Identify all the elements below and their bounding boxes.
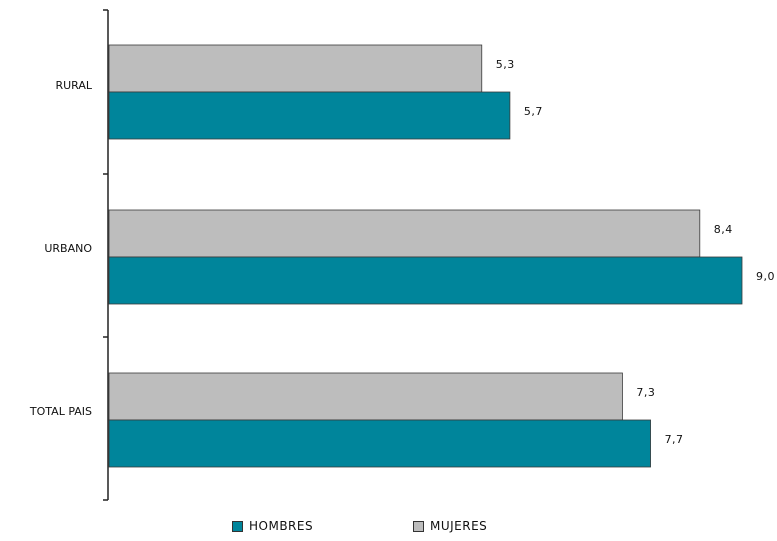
bar-mujeres (108, 209, 701, 258)
bar-hombres (108, 419, 651, 468)
value-label: 9,0 (756, 270, 775, 283)
bar-hombres (108, 91, 511, 140)
value-label: 5,3 (496, 58, 515, 71)
legend: HOMBRES MUJERES (0, 519, 777, 539)
legend-item-hombres: HOMBRES (232, 519, 313, 533)
legend-label-hombres: HOMBRES (249, 519, 314, 533)
bar-chart: RURAL 5,3 5,7 URBANO 8,4 9,0 TOTAL PAIS 7,3 7,7 (29, 9, 775, 501)
value-label: 7,7 (665, 433, 684, 446)
bar-mujeres (108, 372, 623, 421)
category-label: TOTAL PAIS (29, 405, 92, 418)
category-label: RURAL (55, 79, 92, 92)
value-label: 7,3 (636, 386, 655, 399)
legend-label-mujeres: MUJERES (430, 519, 488, 533)
bar-mujeres (108, 44, 483, 93)
category-label: URBANO (44, 242, 92, 255)
value-label: 5,7 (524, 105, 543, 118)
legend-swatch-hombres (232, 520, 243, 532)
value-label: 8,4 (714, 223, 733, 236)
legend-item-mujeres: MUJERES (413, 519, 487, 533)
legend-swatch-mujeres (413, 520, 424, 532)
bar-hombres (108, 256, 743, 305)
